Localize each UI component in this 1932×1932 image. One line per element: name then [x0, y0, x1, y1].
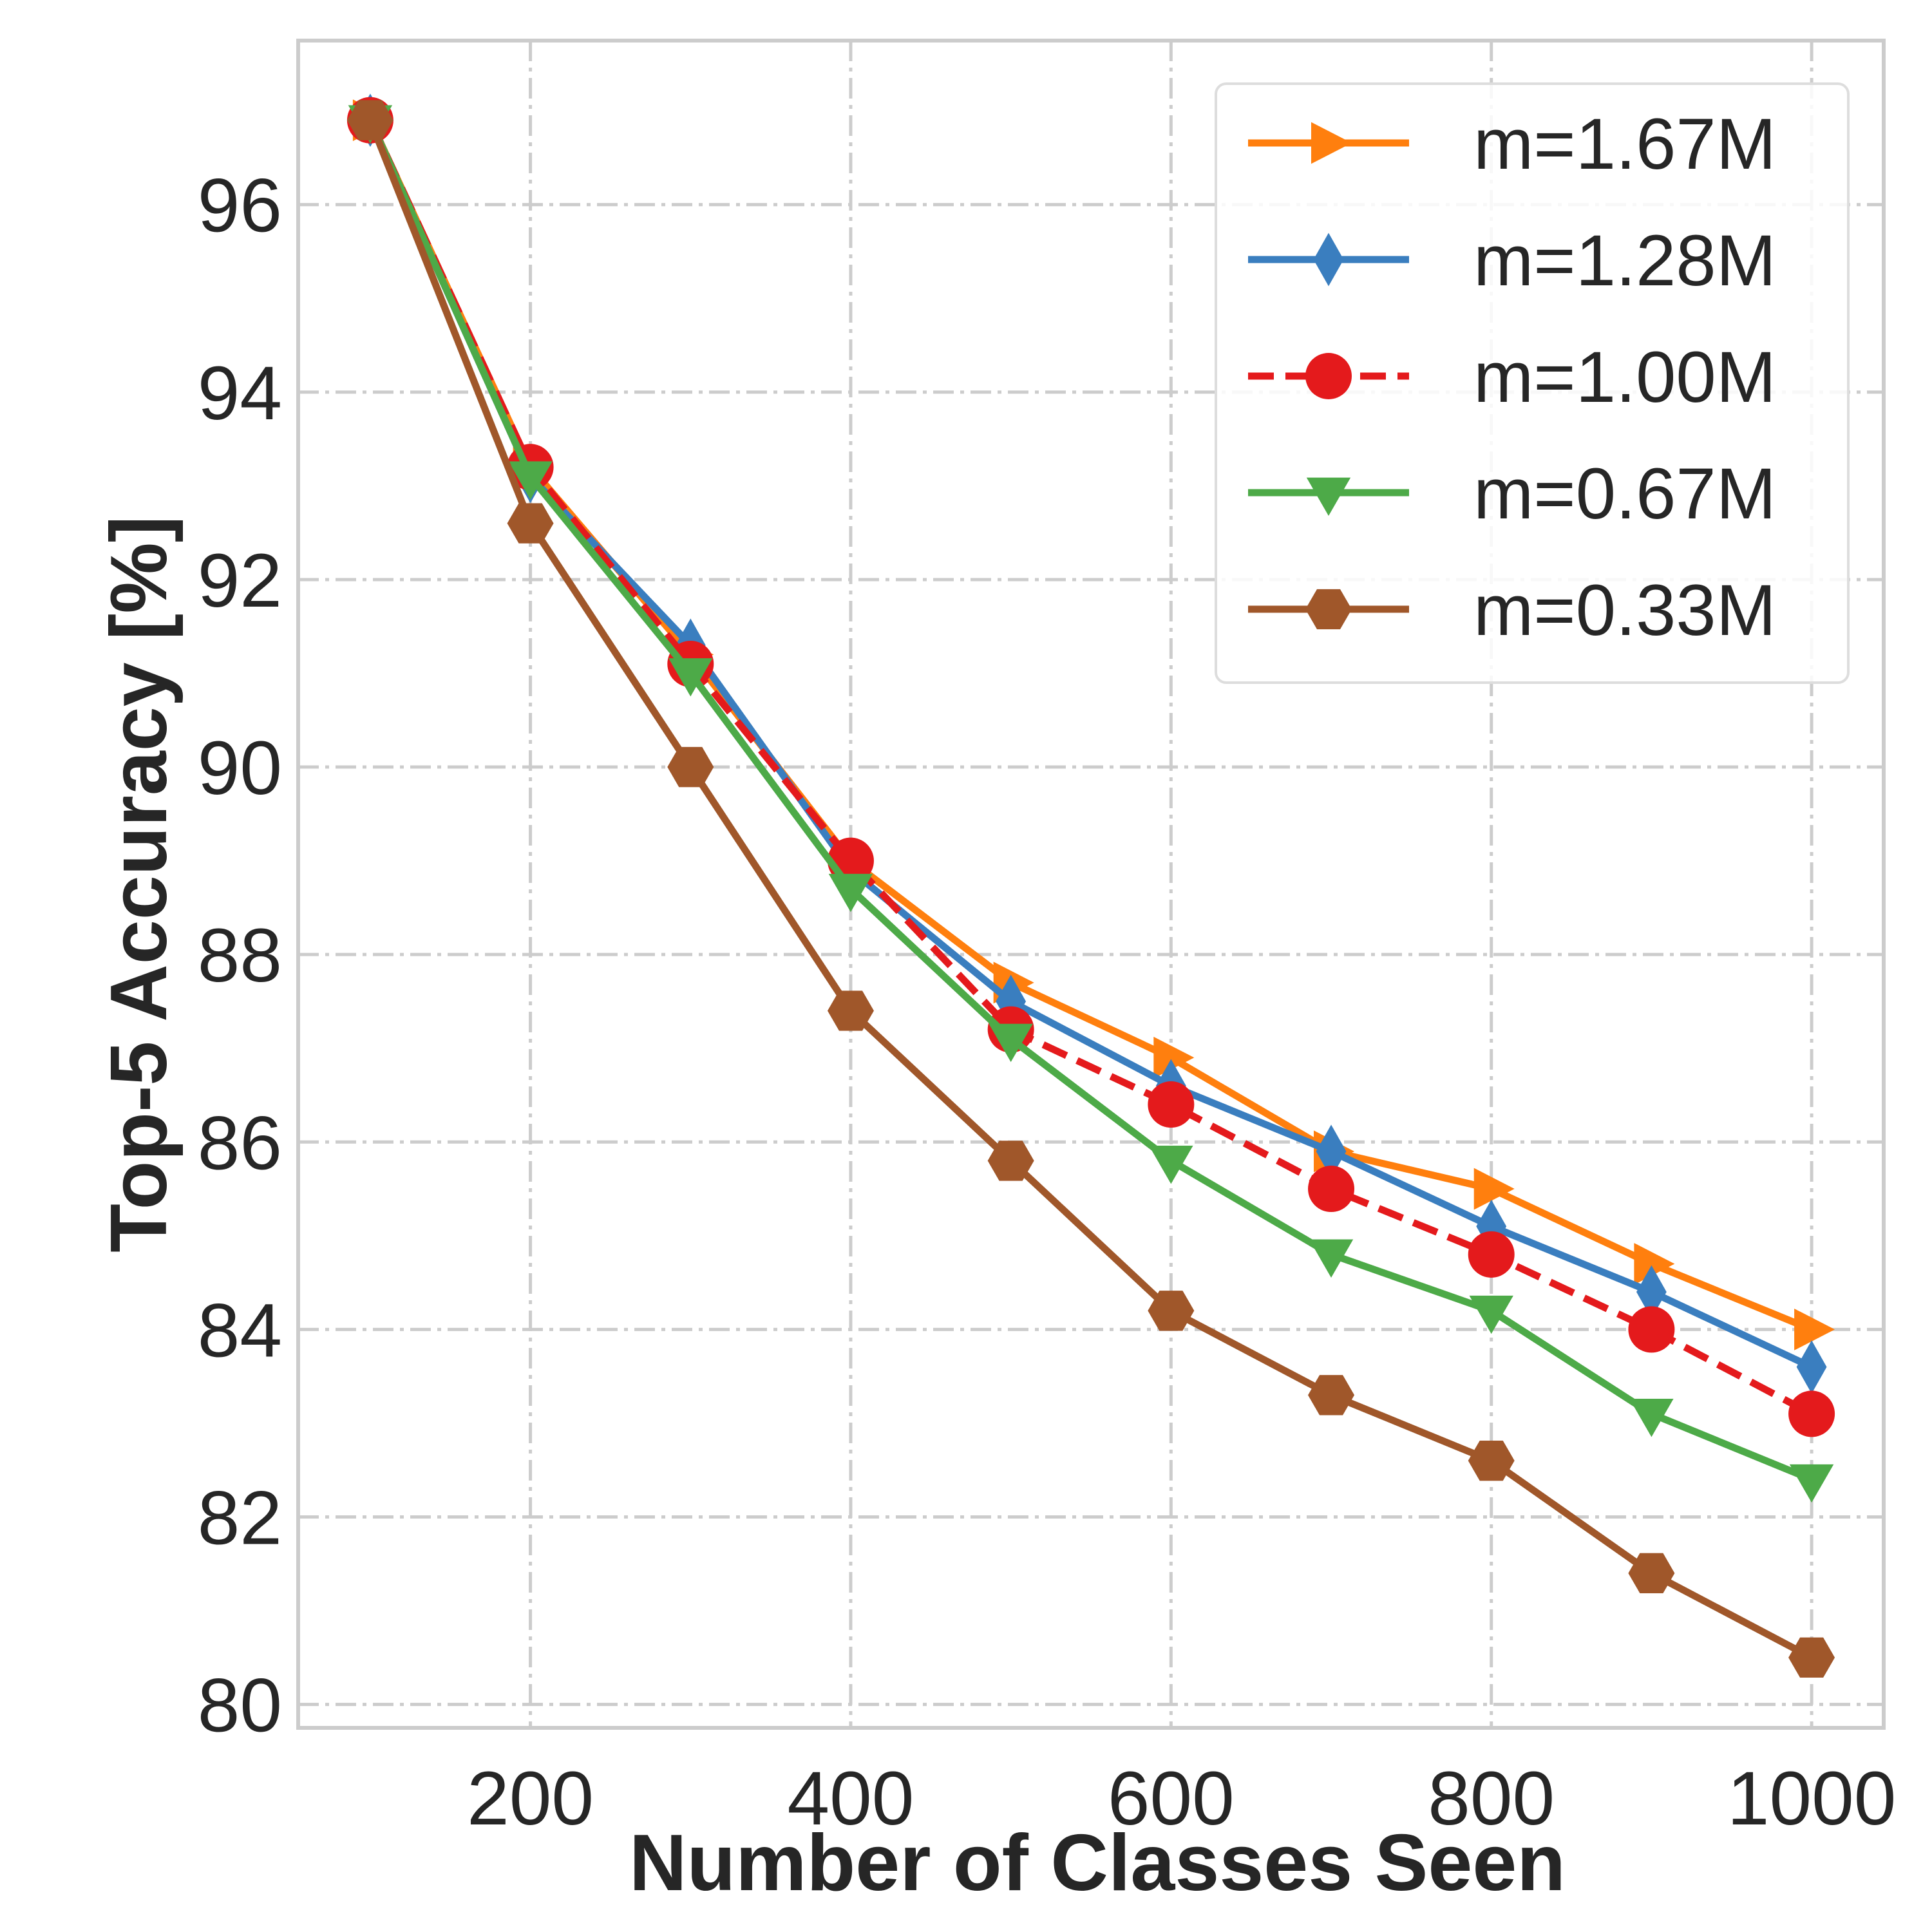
legend-marker: [1305, 589, 1352, 630]
data-point: [1634, 1243, 1675, 1285]
legend-item: m=1.00M: [1248, 337, 1776, 417]
legend-item: m=0.67M: [1248, 453, 1776, 534]
data-point: [1788, 1637, 1835, 1678]
data-point: [1309, 1239, 1354, 1278]
x-axis-title: Number of Classes Seen: [629, 1819, 1566, 1908]
legend-label: m=1.67M: [1473, 104, 1776, 184]
data-point: [1794, 1308, 1835, 1350]
y-tick-label: 86: [198, 1101, 282, 1186]
data-point: [1153, 1036, 1195, 1079]
legend-label: m=0.67M: [1473, 453, 1776, 534]
data-point: [667, 746, 714, 788]
legend-label: m=0.33M: [1473, 570, 1776, 650]
data-point: [1628, 1553, 1675, 1594]
x-tick-label: 600: [1108, 1756, 1235, 1841]
series-line: [366, 118, 1814, 1417]
legend-item: m=0.33M: [1248, 570, 1776, 650]
data-point: [1796, 1340, 1827, 1394]
y-tick-label: 84: [198, 1288, 282, 1373]
data-point: [1468, 1231, 1515, 1278]
data-point: [1316, 1124, 1347, 1179]
data-point: [828, 873, 873, 913]
data-point: [508, 461, 553, 500]
y-tick-label: 94: [198, 351, 282, 436]
data-point: [507, 503, 554, 544]
series-m-0-33m: [346, 100, 1835, 1678]
data-point: [1148, 1081, 1195, 1128]
plot-frame: [296, 39, 1886, 1730]
data-point: [827, 990, 874, 1031]
y-axis-title: Top-5 Accuracy [%]: [95, 516, 184, 1253]
legend-item: m=1.67M: [1248, 104, 1776, 184]
x-tick-label: 800: [1428, 1756, 1555, 1841]
x-tick-label: 1000: [1727, 1756, 1897, 1841]
series-line: [366, 117, 1815, 1483]
legend-marker: [1305, 353, 1352, 399]
y-tick-label: 82: [198, 1476, 282, 1561]
data-point: [1469, 1295, 1513, 1334]
data-point: [1148, 1291, 1195, 1331]
data-point: [668, 658, 713, 697]
legend-marker: [1311, 122, 1352, 164]
y-tick-label: 88: [198, 913, 282, 998]
data-point: [989, 1023, 1033, 1063]
legend-label: m=1.28M: [1473, 220, 1776, 301]
data-point: [1308, 1375, 1355, 1416]
data-point: [996, 974, 1027, 1028]
data-point: [1468, 1440, 1515, 1481]
data-point: [987, 1141, 1034, 1181]
y-tick-label: 90: [198, 726, 282, 811]
data-point: [346, 100, 393, 140]
data-point: [1308, 1166, 1355, 1213]
legend-label: m=1.00M: [1473, 337, 1776, 417]
data-point: [1636, 1265, 1667, 1319]
legend-marker: [1313, 232, 1344, 287]
y-tick-label: 80: [198, 1663, 282, 1748]
data-point: [1149, 1145, 1193, 1184]
data-point: [1628, 1306, 1675, 1353]
legend-item: m=1.28M: [1248, 220, 1776, 301]
legend-box: [1215, 82, 1850, 684]
data-point: [1629, 1398, 1674, 1437]
legend: m=1.67M m=1.28M m=1.00M m=0.67M m=0.33M: [1215, 82, 1850, 684]
data-point: [1789, 1464, 1834, 1503]
x-tick-label: 400: [788, 1756, 914, 1841]
data-point: [1473, 1168, 1515, 1210]
series-line: [366, 117, 1815, 1662]
x-tick-label: 200: [467, 1756, 594, 1841]
legend-marker: [1306, 477, 1351, 516]
y-tick-label: 92: [198, 538, 282, 623]
y-tick-label: 96: [198, 164, 282, 249]
data-point: [1788, 1390, 1835, 1437]
